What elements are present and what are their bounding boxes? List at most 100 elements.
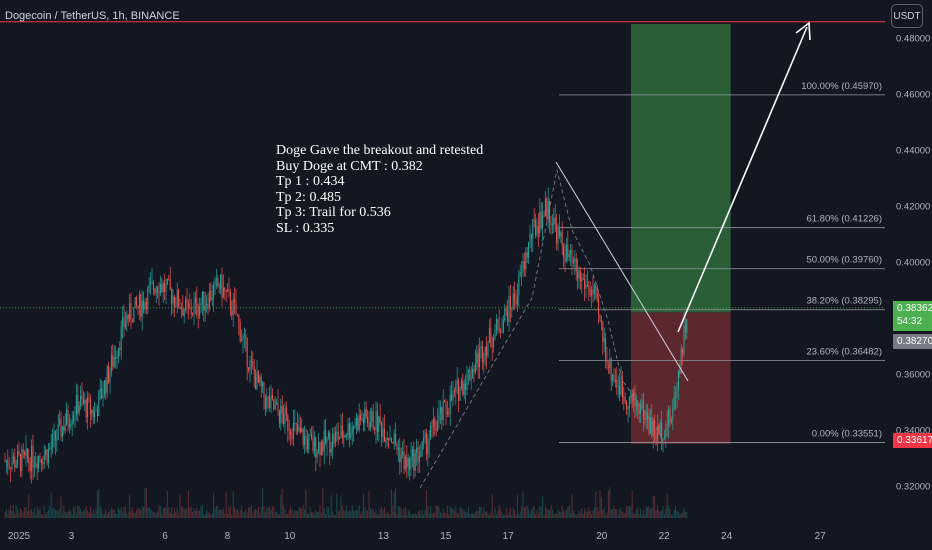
volume-bar	[396, 514, 398, 518]
candle-body	[619, 386, 621, 395]
volume-bar	[179, 494, 181, 518]
candle-body	[393, 434, 395, 444]
volume-bar	[155, 513, 157, 518]
symbol-title[interactable]: Dogecoin / TetherUS, 1h, BINANCE	[5, 10, 180, 22]
candle-body	[332, 434, 334, 449]
volume-bar	[102, 513, 104, 518]
candle-body	[241, 339, 243, 342]
candle-body	[25, 448, 27, 455]
candle-body	[71, 421, 73, 424]
volume-bar	[631, 490, 633, 518]
volume-bar	[302, 505, 304, 518]
candle-body	[537, 225, 539, 234]
volume-bar	[284, 509, 286, 518]
volume-bar	[63, 505, 65, 518]
volume-bar	[315, 509, 317, 518]
candle-body	[670, 419, 672, 423]
candle-body	[336, 432, 338, 433]
volume-bar	[259, 512, 261, 518]
volume-bar	[567, 507, 569, 518]
candle-body	[143, 301, 145, 310]
candle-body	[512, 293, 514, 309]
volume-bar	[4, 512, 6, 518]
candle-body	[346, 436, 348, 438]
volume-bar	[529, 513, 531, 518]
candle-body	[406, 456, 408, 468]
candle-body	[680, 348, 682, 374]
volume-bar	[175, 511, 177, 518]
candle-body	[536, 225, 538, 236]
volume-bar	[516, 494, 518, 518]
volume-bar	[588, 507, 590, 518]
target-zone	[631, 24, 731, 313]
volume-bar	[166, 490, 168, 518]
volume-bar	[232, 491, 234, 518]
volume-bar	[243, 512, 245, 518]
candle-body	[311, 434, 313, 439]
candle-body	[110, 355, 112, 372]
volume-bar	[442, 508, 444, 518]
candle-body	[54, 431, 56, 441]
fib-level-label: 38.20% (0.38295)	[806, 296, 882, 307]
candle-body	[505, 308, 507, 311]
volume-bar	[579, 513, 581, 518]
breakout-trendline	[555, 161, 689, 382]
volume-bar	[584, 508, 586, 518]
candle-body	[186, 298, 188, 304]
volume-bar	[365, 510, 367, 518]
volume-bar	[105, 509, 107, 518]
candle-body	[109, 371, 111, 383]
candle-body	[316, 452, 318, 458]
volume-bar	[124, 507, 126, 518]
volume-bar	[361, 511, 363, 518]
candle-body	[466, 371, 468, 390]
candle-body	[189, 306, 191, 308]
volume-bar	[624, 513, 626, 518]
candle-body	[425, 432, 427, 455]
candle-body	[369, 421, 371, 430]
candle-body	[473, 368, 475, 373]
volume-bar	[194, 510, 196, 518]
volume-bar	[252, 513, 254, 518]
candle-body	[606, 360, 608, 367]
volume-bar	[367, 510, 369, 518]
volume-bar	[40, 514, 42, 518]
candle-body	[638, 410, 640, 414]
volume-bar	[501, 512, 503, 518]
volume-bar	[131, 507, 133, 518]
candle-body	[404, 456, 406, 470]
candle-body	[269, 397, 271, 408]
candle-body	[28, 458, 30, 462]
time-axis[interactable]: 2025 3 6 8 10 13 15 17 20 22 24 27	[8, 531, 826, 542]
candle-body	[113, 357, 115, 367]
volume-bar	[469, 514, 471, 518]
candle-body	[242, 336, 244, 340]
volume-bar	[304, 509, 306, 518]
volume-bar	[227, 514, 229, 518]
trend-drawings	[0, 21, 885, 489]
volume-bar	[94, 514, 96, 518]
volume-bar	[669, 508, 671, 518]
volume-bar	[45, 514, 47, 518]
volume-bar	[154, 512, 156, 518]
candle-body	[234, 299, 236, 303]
candle-body	[22, 449, 24, 453]
candle-body	[43, 455, 45, 465]
volume-bar	[85, 505, 87, 518]
volume-bar	[578, 510, 580, 518]
volume-bar	[222, 508, 224, 518]
candle-body	[452, 390, 454, 401]
price-axis[interactable]: 0.48000 0.46000 0.44000 0.42000 0.40000 0.360…	[896, 34, 930, 493]
currency-button[interactable]: USDT	[891, 4, 923, 28]
volume-bar	[355, 509, 357, 518]
volume-bar	[561, 505, 563, 518]
volume-bar	[607, 490, 609, 518]
volume-bar	[31, 509, 33, 518]
candle-body	[532, 219, 534, 239]
candle-body	[292, 423, 294, 440]
volume-bar	[430, 506, 432, 518]
volume-bar	[178, 513, 180, 518]
candle-body	[521, 272, 523, 273]
candle-body	[483, 359, 485, 363]
